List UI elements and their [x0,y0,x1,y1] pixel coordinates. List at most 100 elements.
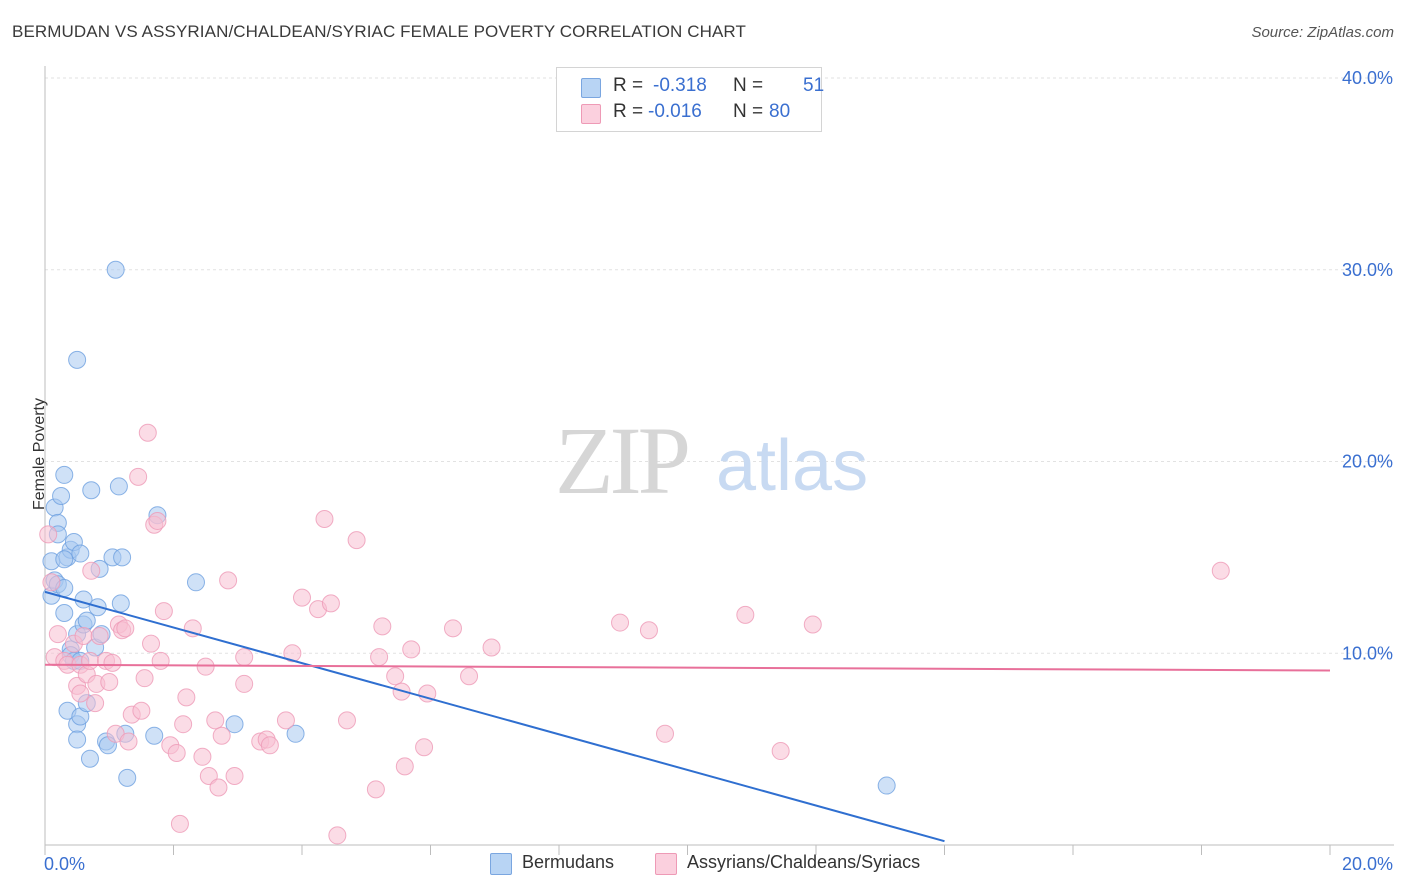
point-bermudans [118,768,137,787]
point-assyrians [100,673,119,692]
point-bermudans [55,550,74,569]
point-assyrians [283,644,302,663]
point-bermudans [106,260,125,279]
point-assyrians [443,619,462,638]
point-assyrians [71,684,90,703]
point-assyrians [199,766,218,785]
point-assyrians [103,653,122,672]
bottom-legend-label: Assyrians/Chaldeans/Syriacs [687,852,921,872]
y-tick-label: 10.0% [1342,643,1393,663]
point-assyrians [48,625,67,644]
y-tick-label: 40.0% [1342,68,1393,88]
point-assyrians [42,573,61,592]
point-assyrians [116,619,135,638]
watermark: ZIP atlas [555,407,868,514]
point-assyrians [482,638,501,657]
legend-n-label: N = [733,101,764,122]
trend-line-assyrians [44,663,1331,672]
point-assyrians [90,626,109,645]
point-assyrians [771,742,790,761]
point-assyrians [132,701,151,720]
point-bermudans [109,477,128,496]
point-assyrians [418,684,437,703]
point-bermudans [145,726,164,745]
point-assyrians [86,694,105,713]
legend-n-value: 51 [803,75,825,96]
y-tick-label: 30.0% [1342,260,1393,280]
legend-swatch-blue [581,78,601,98]
point-assyrians [1211,561,1230,580]
point-assyrians [138,423,157,442]
point-assyrians [293,588,311,607]
x-tick-label: 0.0% [44,854,85,874]
point-assyrians [276,711,295,730]
point-assyrians [148,511,167,530]
point-assyrians [373,617,392,636]
bottom-swatch-pink [655,853,677,875]
point-assyrians [219,571,238,590]
point-bermudans [68,350,87,369]
point-assyrians [174,715,193,734]
legend-r-label: R = [613,101,644,122]
point-bermudans [225,715,244,734]
y-axis-label: Female Poverty [31,397,48,511]
chart-title: BERMUDAN VS ASSYRIAN/CHALDEAN/SYRIAC FEM… [12,22,746,41]
point-assyrians [347,531,366,550]
point-bermudans [877,776,896,795]
point-assyrians [803,615,822,634]
point-bermudans [82,481,101,500]
bottom-legend-label: Bermudans [522,852,615,872]
point-assyrians [328,826,347,845]
point-bermudans [286,724,305,743]
point-assyrians [386,667,405,686]
point-bermudans [55,465,74,484]
point-bermudans [52,487,71,506]
point-assyrians [235,648,254,667]
point-assyrians [370,648,389,667]
point-assyrians [129,467,148,486]
watermark-atlas: atlas [716,426,868,506]
point-assyrians [212,726,231,745]
point-assyrians [170,814,189,833]
point-assyrians [366,780,385,799]
point-assyrians [177,688,196,707]
point-assyrians [167,743,186,762]
point-assyrians [151,651,170,670]
point-assyrians [142,634,161,653]
legend-r-value: -0.016 [648,101,702,122]
point-assyrians [460,667,479,686]
point-assyrians [611,613,630,632]
point-bermudans [68,730,87,749]
point-assyrians [736,605,755,624]
tick-labels: 10.0% 20.0% 30.0% 40.0% 0.0% 20.0% [44,68,1393,874]
legend-n-label: N = [733,75,764,96]
watermark-zip: ZIP [555,407,688,514]
point-assyrians [321,594,340,613]
point-assyrians [82,561,101,580]
point-assyrians [656,724,675,743]
point-assyrians [80,651,99,670]
point-assyrians [415,738,434,757]
point-bermudans [113,548,132,567]
point-assyrians [193,747,212,766]
point-bermudans [80,749,99,768]
y-tick-label: 20.0% [1342,452,1393,472]
bottom-swatch-blue [490,853,512,875]
point-assyrians [39,525,58,544]
point-assyrians [235,674,254,693]
point-assyrians [225,766,244,785]
point-assyrians [337,711,356,730]
point-assyrians [206,711,225,730]
point-assyrians [315,510,334,529]
point-assyrians [260,736,279,755]
gridlines [45,77,1394,654]
point-bermudans [55,603,74,622]
point-bermudans [111,594,130,613]
point-assyrians [154,602,173,621]
data-points [39,260,1230,845]
x-tick-label: 20.0% [1342,854,1393,874]
point-assyrians [639,621,658,640]
point-bermudans [71,544,90,563]
axes [44,66,1394,855]
